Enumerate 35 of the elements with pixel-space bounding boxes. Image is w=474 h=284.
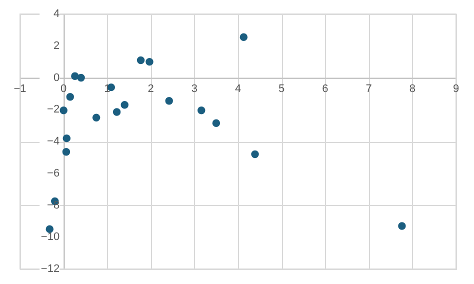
y-tick-label: 2 <box>53 40 60 52</box>
point <box>60 106 68 114</box>
x-tick-label: 8 <box>409 82 416 95</box>
y-tick-label: −4 <box>47 136 60 148</box>
y-tick-label: −10 <box>40 231 60 244</box>
point <box>66 93 74 101</box>
x-tick-label: 3 <box>191 82 198 95</box>
y-tick-label: −6 <box>47 167 60 180</box>
point <box>198 106 206 114</box>
point <box>240 33 248 41</box>
point <box>62 134 71 142</box>
x-tick-label: 2 <box>148 82 154 95</box>
x-tick-label: 9 <box>452 82 460 95</box>
x-tick-label: 6 <box>322 82 328 95</box>
y-tick-label: −8 <box>47 199 60 212</box>
y-tick-label: 0 <box>53 72 60 84</box>
x-tick-label: −1 <box>14 82 26 95</box>
x-tick-label: 4 <box>234 82 242 95</box>
point <box>251 150 259 158</box>
point <box>146 58 154 66</box>
x-tick-label: 7 <box>366 82 372 95</box>
point <box>165 96 173 105</box>
point <box>112 108 121 116</box>
y-tick-label: 4 <box>53 8 60 20</box>
point <box>398 222 406 230</box>
point <box>136 56 145 64</box>
x-tick-label: 5 <box>278 82 285 95</box>
y-tick-label: −12 <box>40 263 60 275</box>
point <box>77 74 85 82</box>
y-tick-label: −2 <box>47 104 60 116</box>
point <box>212 119 220 128</box>
point <box>120 100 129 109</box>
point <box>62 148 70 156</box>
point <box>71 72 79 80</box>
point <box>92 114 100 122</box>
